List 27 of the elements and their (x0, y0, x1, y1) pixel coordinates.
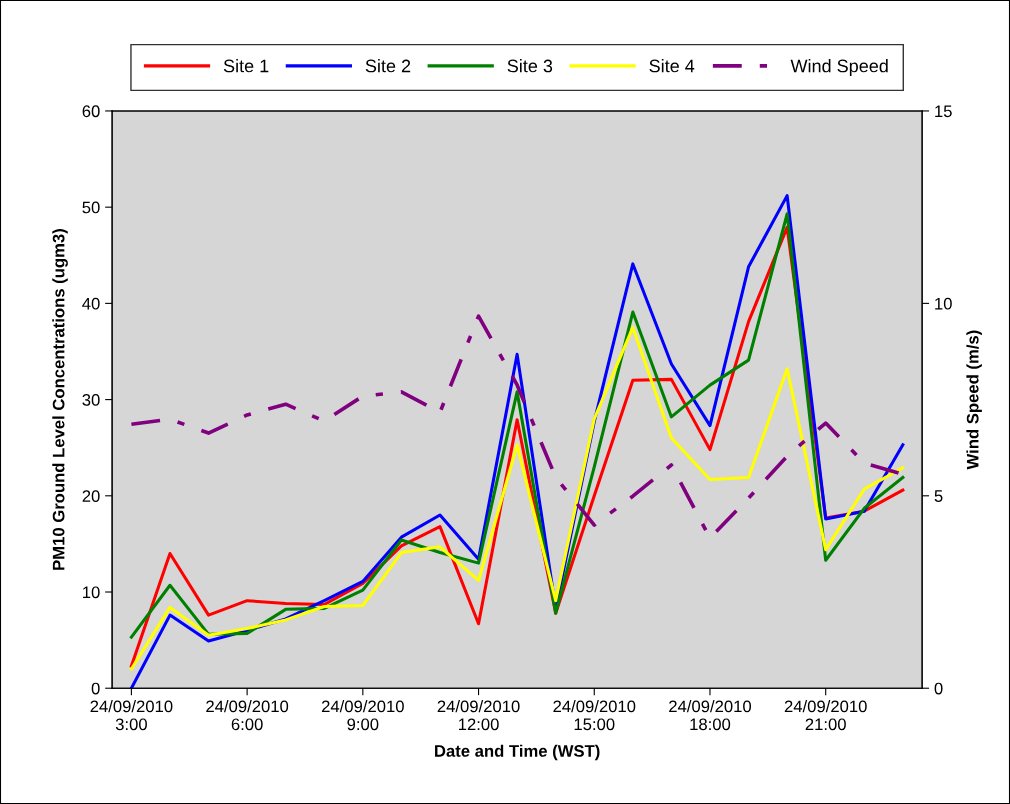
y2-tick-label: 15 (935, 105, 952, 118)
x-tick-label: 24/09/2010 3:00 (90, 700, 173, 731)
line-series (129, 325, 905, 671)
legend-label: Site 1 (223, 59, 269, 73)
x-axis-title: Date and Time (WST) (435, 744, 600, 761)
y-tick-label: 30 (82, 393, 100, 406)
y2-tick-label: 0 (934, 682, 943, 695)
x-tick-label: 24/09/2010 9:00 (321, 700, 404, 731)
y2-tick-label: 5 (934, 490, 943, 502)
x-tick-label: 24/09/2010 18:00 (669, 700, 752, 731)
y-tick-label: 10 (83, 586, 100, 599)
legend-label: Site 2 (365, 59, 411, 73)
legend-label: Site 4 (649, 59, 695, 73)
x-tick-label: 24/09/2010 6:00 (206, 700, 289, 731)
y-tick-label: 20 (82, 490, 100, 502)
x-tick-label: 24/09/2010 21:00 (784, 700, 867, 731)
y2-axis-title: Wind Speed (m/s) (966, 330, 982, 470)
x-tick-label: 24/09/2010 12:00 (437, 700, 520, 731)
x-tick-label: 24/09/2010 15:00 (553, 700, 636, 731)
y-tick-label: 60 (82, 105, 100, 118)
y-tick-label: 0 (91, 682, 100, 695)
y-axis-title: PM10 Ground Level Concentrations (ugm3) (52, 229, 68, 570)
y-tick-label: 40 (82, 297, 100, 310)
y2-tick-label: 10 (935, 297, 952, 310)
legend-label: Site 3 (507, 59, 553, 73)
legend-label: Wind Speed (790, 59, 888, 76)
y-tick-label: 50 (82, 201, 100, 214)
